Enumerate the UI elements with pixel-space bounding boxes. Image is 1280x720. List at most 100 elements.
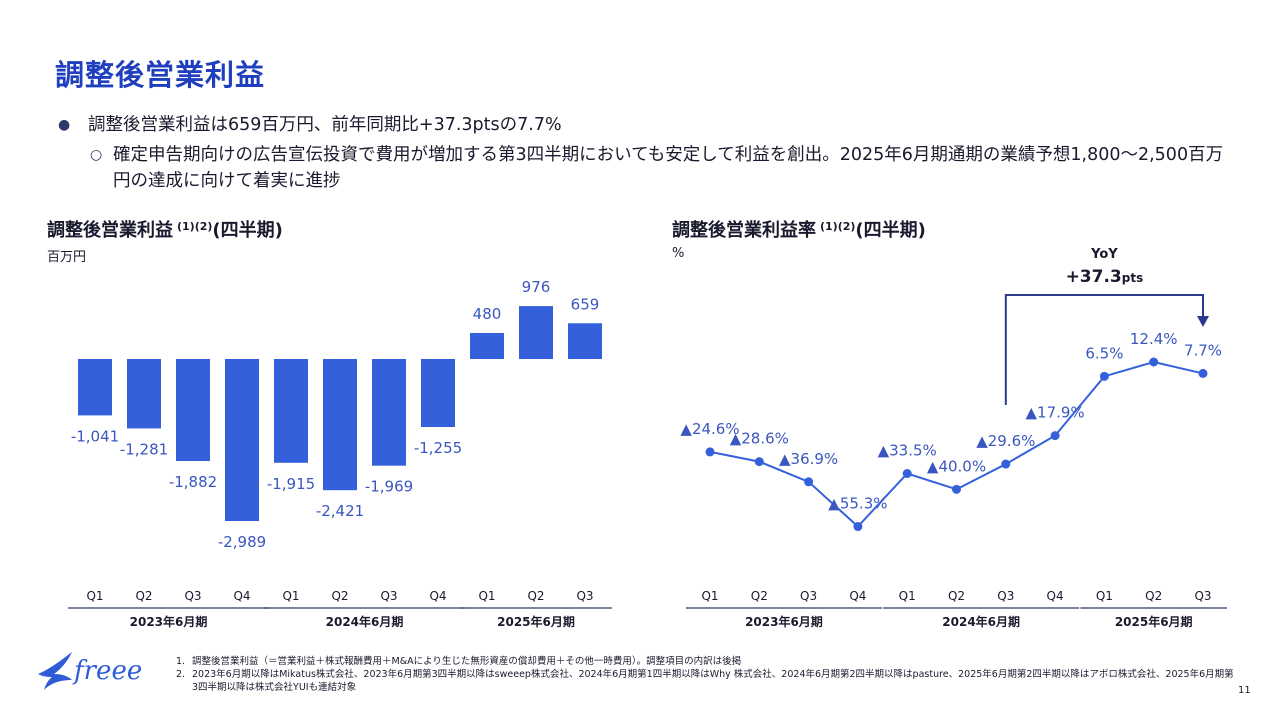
bar-value-label: 976 [522,278,551,296]
x-tick-label: Q3 [184,589,201,603]
line-point [754,457,764,467]
point-value-label: 12.4% [1130,330,1178,348]
yoy-unit: pts [1122,271,1143,285]
group-label: 2025年6月期 [1115,614,1193,629]
point-value-label: 7.7% [1184,341,1222,359]
bar-value-label: -2,989 [218,533,266,551]
right-chart-title: 調整後営業利益率 (1)(2)(四半期) [672,216,926,242]
bar [127,359,161,429]
x-tick-label: Q3 [576,589,593,603]
bar [519,306,553,359]
bullet-main-text: 調整後営業利益は659百万円、前年同期比+37.3ptsの7.7% [88,115,562,135]
point-value-label: ▲55.3% [828,495,887,513]
x-tick-label: Q4 [1047,589,1064,603]
bullet-dot-icon: ● [58,117,71,133]
bar-value-label: 659 [571,295,600,313]
x-tick-label: Q2 [331,589,348,603]
left-chart-note: (1)(2) [177,220,213,233]
line-point [1001,459,1011,469]
yoy-bracket [1004,294,1204,405]
x-tick-label: Q3 [800,589,817,603]
x-tick-label: Q4 [429,589,446,603]
bar-value-label: -1,969 [365,478,413,496]
footnotes: 1. 調整後営業利益（＝営業利益＋株式報酬費用＋M&Aにより生じた無形資産の償却… [176,655,1236,694]
footnote-1-text: 調整後営業利益（＝営業利益＋株式報酬費用＋M&Aにより生じた無形資産の償却費用＋… [192,656,742,667]
group-label: 2024年6月期 [326,614,404,629]
bar [176,359,210,462]
point-value-label: ▲36.9% [779,450,838,468]
page-title: 調整後営業利益 [55,58,266,92]
bar [568,323,602,359]
bar-value-label: -2,421 [316,502,364,520]
left-chart-unit: 百万円 [47,250,87,265]
bar [274,359,308,463]
x-tick-label: Q1 [86,589,103,603]
yoy-value: +37.3pts [1066,267,1144,287]
line-point [1099,371,1109,381]
left-chart-suffix: (四半期) [212,220,283,241]
x-tick-label: Q2 [1145,589,1162,603]
bar [421,359,455,428]
left-chart-title: 調整後営業利益 (1)(2)(四半期) [47,216,283,242]
x-tick-label: Q1 [1096,589,1113,603]
point-value-label: ▲33.5% [878,442,937,460]
x-tick-label: Q4 [233,589,250,603]
bullet-sub-text: 確定申告期向けの広告宣伝投資で費用が増加する第3四半期においても安定して利益を創… [113,145,1224,191]
left-chart-title-text: 調整後営業利益 [47,220,173,241]
group-label: 2023年6月期 [130,614,208,629]
bullet-sub: ○ 確定申告期向けの広告宣伝投資で費用が増加する第3四半期においても安定して利益… [58,142,1238,194]
line-point [902,469,912,479]
bar-value-label: -1,882 [169,473,217,491]
right-chart-title-text: 調整後営業利益率 [672,220,816,241]
right-chart-suffix: (四半期) [855,220,926,241]
x-tick-label: Q4 [849,589,866,603]
line-point [705,447,715,457]
bar [225,359,259,521]
point-value-label: ▲24.6% [680,420,739,438]
bar [78,359,112,416]
footnote-1: 1. 調整後営業利益（＝営業利益＋株式報酬費用＋M&Aにより生じた無形資産の償却… [176,655,1236,668]
yoy-number: +37.3 [1066,267,1122,287]
x-tick-label: Q2 [135,589,152,603]
summary-bullets: ● 調整後営業利益は659百万円、前年同期比+37.3ptsの7.7% ○ 確定… [58,112,1238,194]
line-point [1198,368,1208,378]
group-label: 2023年6月期 [745,614,823,629]
footnote-2-text: 2023年6月期以降はMikatus株式会社、2023年6月期第3四半期以降はs… [192,669,1234,693]
line-point [804,477,814,487]
bar-value-label: -1,041 [71,427,119,445]
bar [372,359,406,466]
x-tick-label: Q1 [282,589,299,603]
x-tick-label: Q1 [701,589,718,603]
freee-logo: freee [34,646,164,700]
footnote-1-num: 1. [176,656,186,667]
point-value-label: 6.5% [1085,344,1123,362]
point-value-label: ▲40.0% [927,457,986,475]
point-value-label: ▲28.6% [730,430,789,448]
bullet-circle-icon: ○ [90,147,103,163]
line-point [1149,357,1159,367]
bullet-main: ● 調整後営業利益は659百万円、前年同期比+37.3ptsの7.7% [58,112,1238,138]
x-tick-label: Q3 [1194,589,1211,603]
point-value-label: ▲29.6% [976,432,1035,450]
yoy-label: YoY [1090,247,1118,262]
line-point [952,484,961,494]
footnote-2-num: 2. [176,669,186,680]
point-value-label: ▲17.9% [1026,404,1085,422]
freee-bird-icon: freee [38,652,142,690]
bar-value-label: 480 [473,305,502,323]
x-tick-label: Q1 [478,589,495,603]
bar-value-label: -1,255 [414,439,462,457]
x-tick-label: Q1 [899,589,916,603]
bar [323,359,357,491]
line-point [1050,431,1060,441]
footnote-2: 2. 2023年6月期以降はMikatus株式会社、2023年6月期第3四半期以… [176,668,1236,694]
x-tick-label: Q3 [380,589,397,603]
bar-value-label: -1,915 [267,475,315,493]
logo-text: freee [72,656,142,686]
x-tick-label: Q2 [751,589,768,603]
page-number: 11 [1238,685,1251,696]
yoy-arrow-icon [1197,316,1209,327]
group-label: 2024年6月期 [942,614,1020,629]
